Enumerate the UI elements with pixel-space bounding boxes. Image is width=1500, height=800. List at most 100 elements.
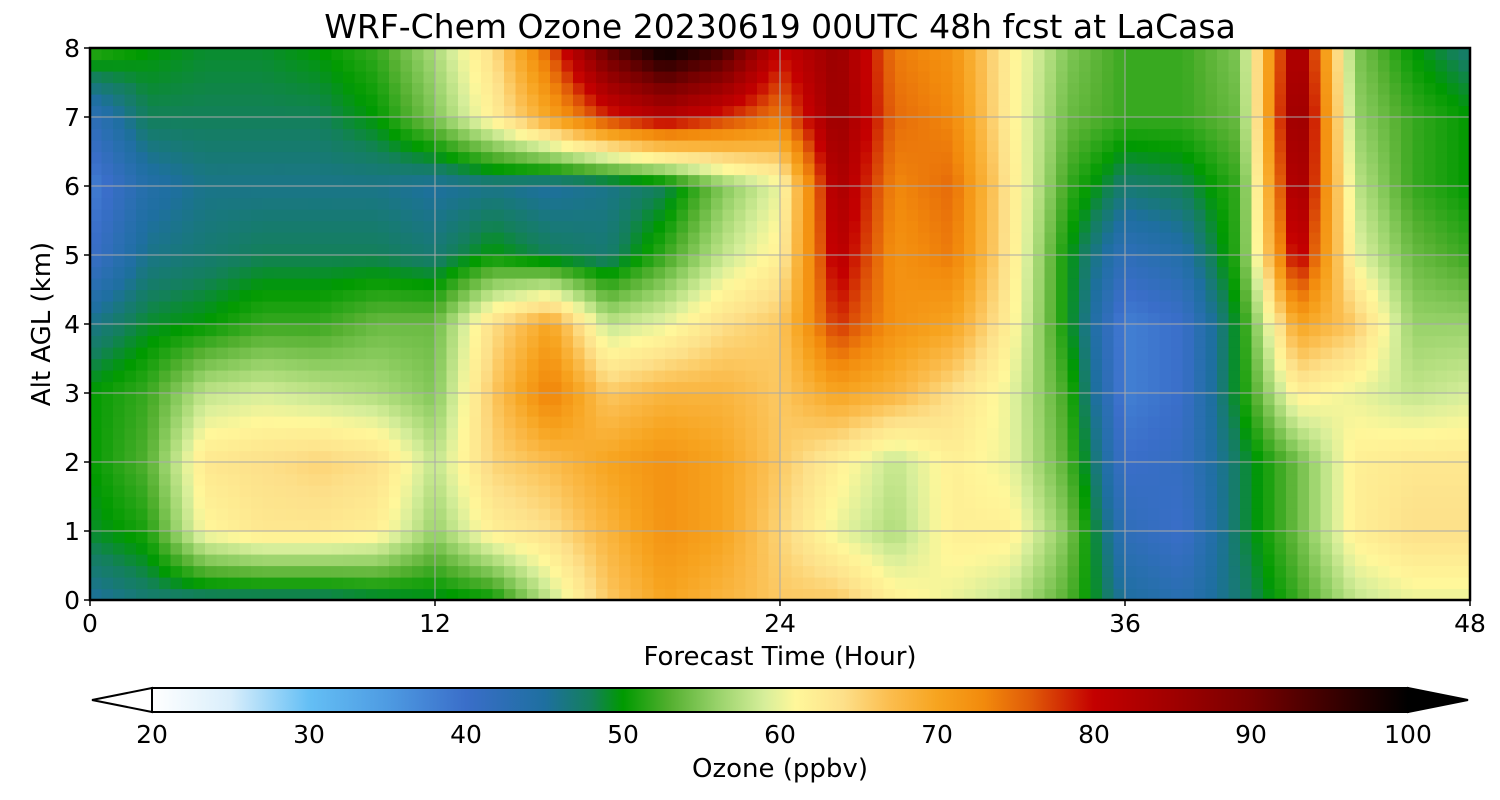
heatmap-cell xyxy=(573,128,586,141)
heatmap-cell xyxy=(573,140,586,153)
heatmap-cell xyxy=(1021,232,1034,245)
heatmap-cell xyxy=(1182,427,1195,440)
heatmap-cell xyxy=(400,117,413,130)
heatmap-cell xyxy=(929,439,942,452)
heatmap-cell xyxy=(538,519,551,532)
heatmap-cell xyxy=(331,324,344,337)
heatmap-cell xyxy=(860,140,873,153)
heatmap-cell xyxy=(780,324,793,337)
heatmap-cell xyxy=(780,427,793,440)
heatmap-cell xyxy=(1228,473,1241,486)
heatmap-cell xyxy=(458,508,471,521)
heatmap-cell xyxy=(1263,48,1276,61)
heatmap-cell xyxy=(722,128,735,141)
heatmap-cell xyxy=(780,312,793,325)
heatmap-cell xyxy=(1113,542,1126,555)
heatmap-cell xyxy=(906,554,919,567)
heatmap-cell xyxy=(446,427,459,440)
heatmap-cell xyxy=(239,243,252,256)
heatmap-cell xyxy=(642,485,655,498)
heatmap-cell xyxy=(538,450,551,463)
heatmap-cell xyxy=(711,174,724,187)
heatmap-cell xyxy=(1228,105,1241,118)
heatmap-cell xyxy=(538,462,551,475)
heatmap-cell xyxy=(492,335,505,348)
heatmap-cell xyxy=(1021,554,1034,567)
heatmap-cell xyxy=(504,381,517,394)
heatmap-cell xyxy=(1125,174,1138,187)
heatmap-cell xyxy=(101,554,114,567)
heatmap-cell xyxy=(228,519,241,532)
heatmap-cell xyxy=(205,416,218,429)
heatmap-cell xyxy=(619,577,632,590)
heatmap-cell xyxy=(1194,427,1207,440)
heatmap-cell xyxy=(170,140,183,153)
heatmap-cell xyxy=(745,554,758,567)
heatmap-cell xyxy=(975,439,988,452)
heatmap-cell xyxy=(481,508,494,521)
heatmap-cell xyxy=(435,531,448,544)
heatmap-cell xyxy=(561,289,574,302)
heatmap-cell xyxy=(561,278,574,291)
heatmap-cell xyxy=(665,335,678,348)
heatmap-cell xyxy=(1079,105,1092,118)
heatmap-cell xyxy=(619,439,632,452)
heatmap-cell xyxy=(734,266,747,279)
heatmap-cell xyxy=(262,82,275,95)
heatmap-cell xyxy=(481,335,494,348)
heatmap-cell xyxy=(619,186,632,199)
heatmap-cell xyxy=(1159,232,1172,245)
heatmap-cell xyxy=(918,508,931,521)
heatmap-cell xyxy=(216,577,229,590)
heatmap-cell xyxy=(596,48,609,61)
heatmap-cell xyxy=(216,197,229,210)
heatmap-cell xyxy=(952,59,965,72)
heatmap-cell xyxy=(262,71,275,84)
heatmap-cell xyxy=(952,404,965,417)
heatmap-cell xyxy=(458,370,471,383)
heatmap-cell xyxy=(320,370,333,383)
heatmap-cell xyxy=(1136,278,1149,291)
heatmap-cell xyxy=(895,312,908,325)
heatmap-cell xyxy=(124,140,137,153)
heatmap-cell xyxy=(837,117,850,130)
heatmap-cell xyxy=(492,48,505,61)
heatmap-cell xyxy=(860,381,873,394)
heatmap-cell xyxy=(573,335,586,348)
heatmap-cell xyxy=(170,105,183,118)
heatmap-cell xyxy=(860,588,873,600)
heatmap-cell xyxy=(791,266,804,279)
heatmap-cell xyxy=(216,117,229,130)
heatmap-cell xyxy=(722,335,735,348)
heatmap-cell xyxy=(987,542,1000,555)
heatmap-cell xyxy=(803,186,816,199)
heatmap-cell xyxy=(1113,220,1126,233)
heatmap-cell xyxy=(389,59,402,72)
heatmap-cell xyxy=(837,393,850,406)
heatmap-cell xyxy=(906,404,919,417)
heatmap-cell xyxy=(1263,71,1276,84)
heatmap-cell xyxy=(377,462,390,475)
heatmap-cell xyxy=(619,266,632,279)
heatmap-cell xyxy=(1240,59,1253,72)
heatmap-cell xyxy=(193,416,206,429)
heatmap-cell xyxy=(711,140,724,153)
heatmap-cell xyxy=(1159,255,1172,268)
heatmap-cell xyxy=(1182,485,1195,498)
heatmap-cell xyxy=(918,496,931,509)
heatmap-cell xyxy=(262,370,275,383)
heatmap-cell xyxy=(665,404,678,417)
heatmap-cell xyxy=(1056,140,1069,153)
heatmap-cell xyxy=(1171,473,1184,486)
heatmap-cell xyxy=(1182,381,1195,394)
heatmap-cell xyxy=(1136,554,1149,567)
heatmap-cell xyxy=(1102,554,1115,567)
heatmap-cell xyxy=(1240,370,1253,383)
heatmap-cell xyxy=(998,71,1011,84)
heatmap-cell xyxy=(826,197,839,210)
heatmap-cell xyxy=(1228,416,1241,429)
heatmap-cell xyxy=(941,94,954,107)
heatmap-cell xyxy=(630,324,643,337)
heatmap-cell xyxy=(584,151,597,164)
heatmap-cell xyxy=(1159,105,1172,118)
